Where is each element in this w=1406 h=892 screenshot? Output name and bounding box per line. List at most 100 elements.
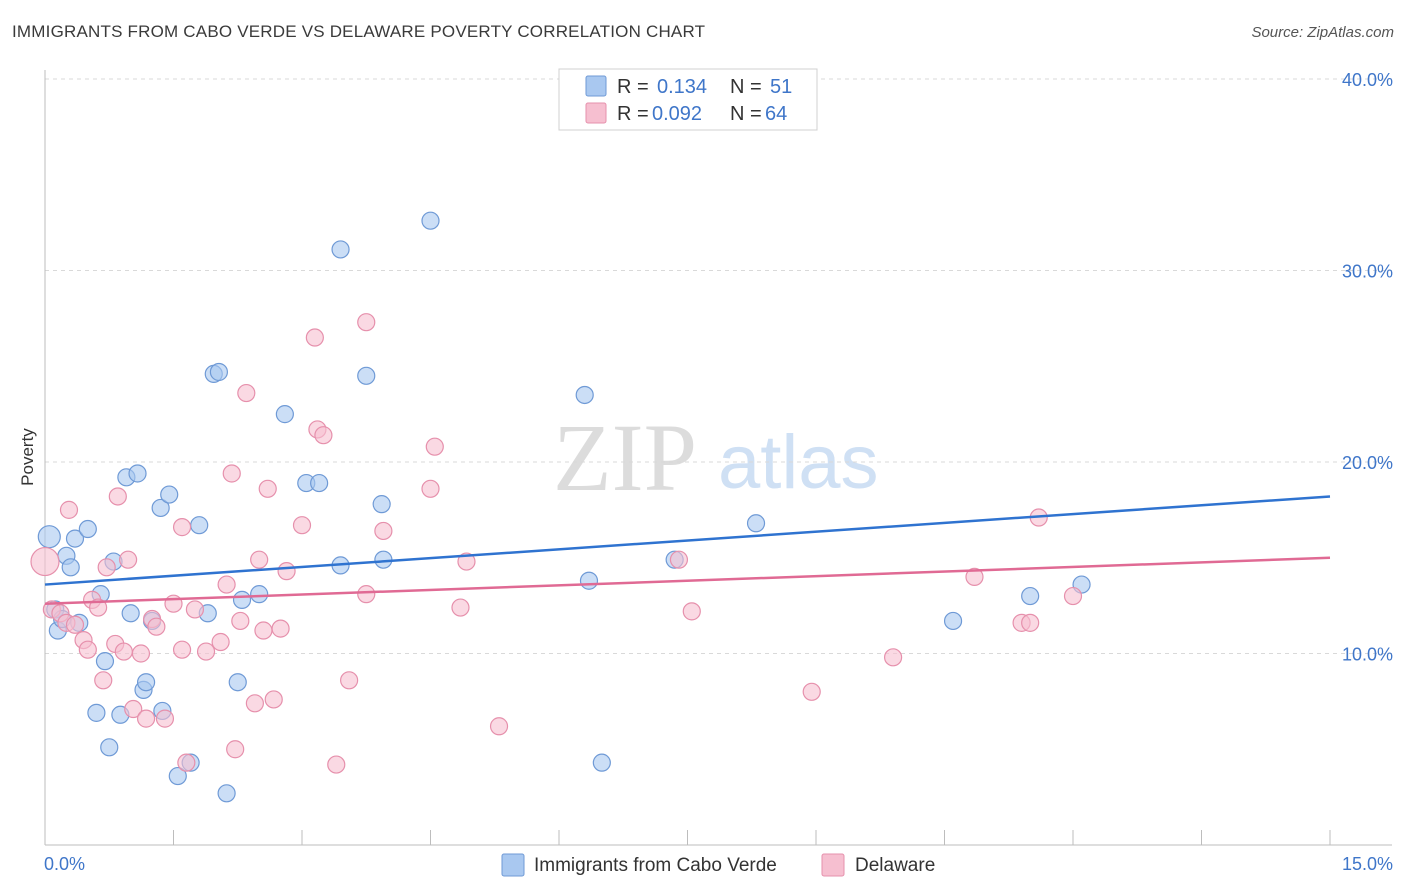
cabo-verde-point [592,753,611,772]
cabo-verde-point [61,558,80,577]
y-tick-label: 20.0% [1342,453,1393,473]
cabo-verde-point [310,473,329,493]
cabo-verde-point [128,464,147,483]
delaware-point [292,516,312,535]
y-tick-label: 30.0% [1342,262,1393,282]
cabo-verde-point [100,738,119,757]
cabo-verde-point [746,514,766,533]
legend-r-value-1: 0.134 [657,76,707,98]
cabo-verde-point [78,519,97,539]
delaware-point [669,550,689,569]
cabo-verde-point [579,571,599,590]
delaware-point [883,648,903,667]
delaware-point [222,464,241,483]
cabo-verde-point [151,498,170,518]
delaware-point [357,313,376,332]
cabo-verde-point [275,405,294,424]
legend-n-label-1: N = [730,76,762,98]
delaware-point [30,546,60,577]
x-axis-labels: 0.0% 15.0% [44,854,1393,874]
delaware-point [314,426,333,445]
delaware-point [147,617,166,636]
cabo-verde-point [575,385,594,405]
delaware-point [231,611,250,631]
delaware-point [114,642,133,661]
delaware-point [254,621,273,640]
legend-n-label-2: N = [730,103,762,125]
x-axis-ticks [44,830,1331,845]
cabo-verde-point [136,673,156,692]
cabo-verde-point [250,585,269,604]
delaware-point [425,437,444,456]
legend-r-label-2: R = [617,103,649,125]
cabo-verde-point [232,590,252,609]
delaware-point [271,619,290,638]
legend-swatch-blue [585,75,607,97]
delaware-trend-line [44,556,1331,605]
series-legend-label-cabo-verde: Immigrants from Cabo Verde [534,855,777,876]
delaware-point [421,479,440,498]
delaware-point [78,640,97,659]
delaware-point [196,642,216,661]
y-tick-label: 40.0% [1342,70,1393,90]
cabo-verde-point [217,784,236,803]
delaware-point [94,671,113,690]
y-tick-label: 10.0% [1342,645,1393,665]
series-legend-swatch-pink [821,853,845,877]
cabo-verde-point [228,673,247,692]
delaware-point [172,518,192,537]
delaware-point [245,694,264,713]
trend-lines [44,495,1331,605]
delaware-point [118,550,138,569]
cabo-verde-point [331,240,350,259]
watermark-zip: ZIP [553,404,697,511]
cabo-verde-point [168,766,187,786]
cabo-verde-point [190,516,209,535]
delaware-point [97,558,116,577]
axes [44,70,1392,846]
x-tick-label: 15.0% [1342,854,1393,874]
cabo-verde-point [374,550,393,569]
legend-r-value-2: 0.092 [652,103,702,125]
delaware-point [277,562,296,581]
x-tick-label: 0.0% [44,854,85,874]
cabo-verde-point [357,366,376,385]
delaware-point [185,600,205,619]
delaware-point [451,598,470,617]
delaware-point [65,615,85,634]
delaware-point [305,328,324,347]
chart-title: IMMIGRANTS FROM CABO VERDE VS DELAWARE P… [12,22,706,41]
delaware-point [1021,613,1040,632]
delaware-point [258,479,277,498]
series-legend: Immigrants from Cabo Verde Delaware [501,853,935,877]
delaware-point [327,755,346,774]
delaware-point [89,598,108,617]
delaware-point [155,709,175,728]
delaware-point [965,567,984,587]
delaware-point [237,383,256,403]
cabo-verde-point [943,611,963,631]
source-credit: Source: ZipAtlas.com [1251,24,1394,41]
cabo-verde-point [95,652,115,671]
cabo-verde-point [209,362,229,382]
cabo-verde-point [37,525,61,549]
delaware-point [682,602,701,621]
delaware-point [177,753,196,772]
delaware-point [264,690,283,709]
legend-swatch-pink [585,102,607,124]
delaware-point [250,550,269,569]
series-legend-swatch-blue [501,853,525,877]
cabo-verde-point [65,529,85,548]
delaware-point [374,521,393,541]
y-axis-labels: 10.0% 20.0% 30.0% 40.0% [1342,70,1393,665]
series-legend-label-delaware: Delaware [855,855,935,876]
legend-n-value-2: 64 [765,103,787,125]
delaware-point [59,500,79,519]
legend-r-label-1: R = [617,76,649,98]
delaware-point [802,682,821,701]
delaware-point [217,575,236,594]
delaware-point [340,671,359,690]
delaware-point [1063,586,1083,606]
delaware-point [108,487,127,506]
